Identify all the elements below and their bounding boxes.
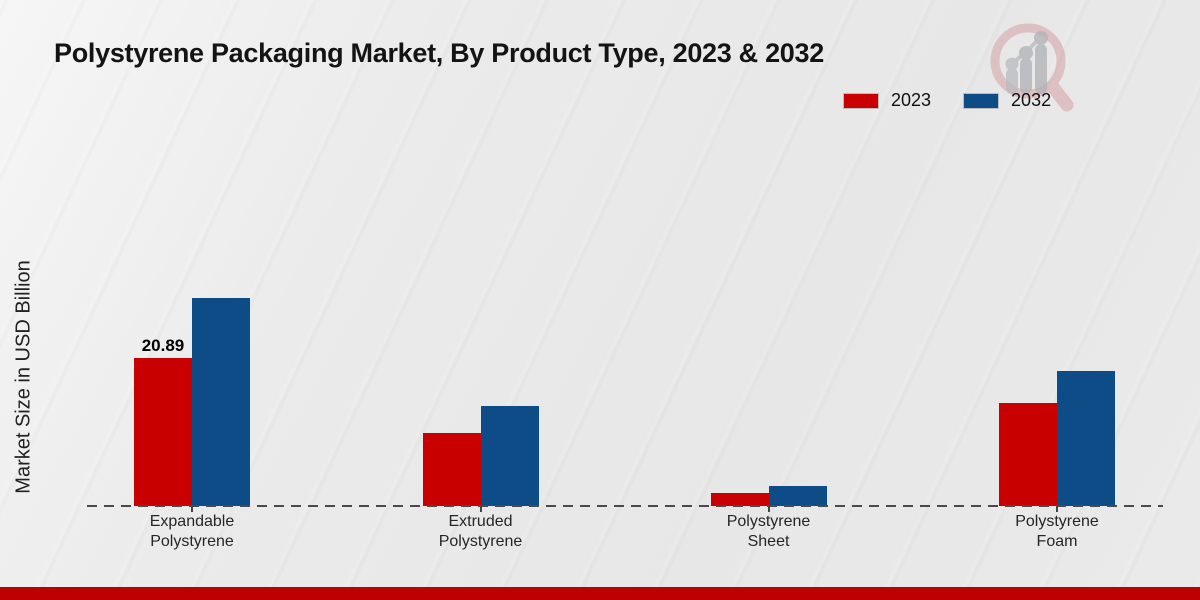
growth-bars-icon	[1005, 31, 1048, 94]
legend-item-2023: 2023	[843, 90, 931, 111]
bar-2032	[192, 298, 250, 506]
legend-label-2032: 2032	[1011, 90, 1052, 110]
bar-2023	[999, 403, 1057, 506]
bar-value-label: 20.89	[141, 335, 185, 355]
x-axis-category-label: Extruded Polystyrene	[438, 513, 523, 550]
bar-2032	[1057, 371, 1115, 506]
x-axis-tick	[767, 506, 770, 512]
chart-title: Polystyrene Packaging Market, By Product…	[54, 38, 824, 68]
legend-item-2032: 2032	[963, 90, 1051, 111]
magnifier-ring-icon	[990, 23, 1066, 99]
bar-2032	[768, 486, 827, 506]
bar-2023	[710, 493, 769, 506]
legend-swatch-2032	[963, 92, 1000, 109]
x-axis-category-label: Polystyrene Foam	[1015, 513, 1099, 550]
legend-swatch-2023	[843, 92, 879, 109]
bar-2023	[134, 357, 192, 506]
bar-2023	[422, 433, 481, 506]
x-axis-category-label: Expandable Polystyrene	[149, 513, 235, 550]
legend: 2023 2032	[843, 90, 1051, 111]
footer-accent-bar	[0, 587, 1200, 600]
legend-label-2023: 2023	[891, 90, 932, 110]
x-axis-tick	[191, 506, 193, 512]
brand-logo-watermark	[990, 23, 1074, 112]
magnifier-handle-icon	[1046, 80, 1074, 112]
x-axis-tick	[1056, 506, 1058, 512]
bar-2032	[480, 406, 539, 506]
x-axis-tick	[479, 506, 482, 512]
x-axis-category-label: Polystyrene Sheet	[726, 513, 811, 550]
